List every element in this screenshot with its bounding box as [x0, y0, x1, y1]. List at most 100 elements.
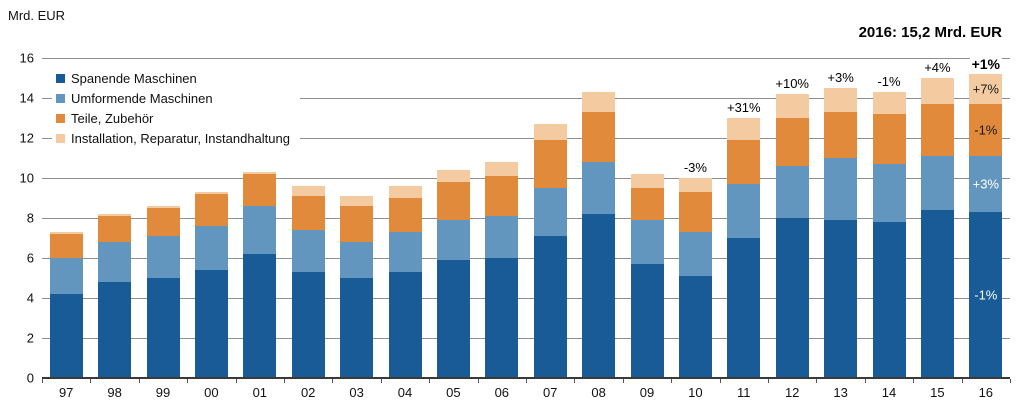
bar-01-segment-3 — [243, 174, 277, 206]
annotation-13: +3% — [827, 70, 854, 85]
bar-03-segment-4 — [340, 196, 374, 206]
bar-00-segment-1 — [194, 270, 228, 378]
bar-09-segment-1 — [630, 264, 664, 378]
x-category-label-02: 02 — [300, 385, 316, 400]
gridline-8 — [42, 218, 1010, 219]
x-axis-tick — [90, 379, 92, 383]
x-category-label-16: 16 — [978, 385, 994, 400]
bar-07 — [533, 124, 567, 378]
bar-09-segment-4 — [630, 174, 664, 188]
bar-12-segment-3 — [775, 118, 809, 166]
segment-annotation-+3%: +3% — [972, 176, 999, 192]
x-axis-tick — [429, 379, 431, 383]
x-axis-tick — [622, 379, 624, 383]
bar-14-segment-1 — [872, 222, 906, 378]
segment-annotation-+7%: +7% — [972, 81, 999, 97]
y-tick-label-16: 16 — [19, 50, 34, 66]
bar-10-segment-1 — [678, 276, 712, 378]
bar-99-segment-3 — [146, 208, 180, 236]
bar-13-segment-4 — [824, 88, 858, 112]
legend: Spanende Maschinen Umformende Maschinen Te… — [52, 66, 300, 150]
bar-05-segment-1 — [436, 260, 470, 378]
gridline-10 — [42, 178, 1010, 179]
bar-16-segment-1 — [969, 212, 1003, 378]
bar-03-segment-3 — [340, 206, 374, 242]
bar-06-segment-2 — [485, 216, 519, 258]
y-tick-label-2: 2 — [26, 330, 34, 346]
bar-05 — [436, 170, 470, 378]
bar-16 — [969, 74, 1003, 378]
bar-98-segment-4 — [98, 214, 132, 216]
x-axis-tick — [864, 379, 866, 383]
bar-98 — [98, 214, 132, 378]
bar-97-segment-3 — [49, 234, 83, 258]
bar-12 — [775, 94, 809, 378]
bar-02 — [291, 186, 325, 378]
bar-99-segment-2 — [146, 236, 180, 278]
bar-11-segment-4 — [727, 118, 761, 140]
bar-03-segment-1 — [340, 278, 374, 378]
bar-00-segment-3 — [194, 194, 228, 226]
bar-11 — [727, 118, 761, 378]
y-tick-label-10: 10 — [19, 170, 34, 186]
bar-06-segment-3 — [485, 176, 519, 216]
bar-07-segment-4 — [533, 124, 567, 140]
bar-15-segment-1 — [920, 210, 954, 378]
bar-14-segment-4 — [872, 92, 906, 114]
legend-item-4: Installation, Reparatur, Instandhaltung — [56, 128, 290, 148]
bar-08-segment-3 — [582, 112, 616, 162]
bar-07-segment-1 — [533, 236, 567, 378]
bar-01-segment-4 — [243, 172, 277, 174]
bar-02-segment-3 — [291, 196, 325, 230]
x-category-label-03: 03 — [349, 385, 364, 400]
gridline-6 — [42, 258, 1010, 259]
bar-05-segment-4 — [436, 170, 470, 182]
bar-16-segment-2 — [969, 156, 1003, 212]
x-axis-tick — [719, 379, 721, 383]
y-tick-label-14: 14 — [19, 90, 34, 106]
annotation-10: -3% — [683, 160, 707, 175]
bar-03-segment-2 — [340, 242, 374, 278]
x-axis-tick — [913, 379, 915, 383]
bar-00-segment-4 — [194, 192, 228, 194]
bar-06 — [485, 162, 519, 378]
bar-99-segment-4 — [146, 206, 180, 208]
x-category-label-00: 00 — [204, 385, 219, 400]
legend-item-1: Spanende Maschinen — [56, 68, 290, 88]
chart-headline-2016-total: 2016: 15,2 Mrd. EUR — [858, 24, 1002, 41]
bar-15 — [920, 78, 954, 378]
bar-12-segment-4 — [775, 94, 809, 118]
bar-09 — [630, 174, 664, 378]
bar-14-segment-3 — [872, 114, 906, 164]
bar-12-segment-2 — [775, 166, 809, 218]
x-axis-tick — [138, 379, 140, 383]
bar-02-segment-4 — [291, 186, 325, 196]
y-tick-label-0: 0 — [26, 370, 34, 386]
bar-04-segment-3 — [388, 198, 422, 232]
bar-97-segment-4 — [49, 232, 83, 234]
bar-16-segment-3 — [969, 104, 1003, 156]
bar-98-segment-2 — [98, 242, 132, 282]
bar-12-segment-1 — [775, 218, 809, 378]
x-axis-tick — [235, 379, 237, 383]
bar-13-segment-3 — [824, 112, 858, 158]
x-axis-tick — [671, 379, 673, 383]
segment-annotation--1%: -1% — [974, 122, 998, 138]
legend-swatch-icon — [56, 93, 65, 103]
bar-10-segment-2 — [678, 232, 712, 276]
bar-01-segment-1 — [243, 254, 277, 378]
bar-99 — [146, 206, 180, 378]
bar-15-segment-4 — [920, 78, 954, 104]
legend-item-label: Installation, Reparatur, Instandhaltung — [71, 130, 290, 146]
gridline-12 — [42, 138, 1010, 139]
x-axis-tick — [1010, 379, 1011, 383]
x-category-label-07: 07 — [542, 385, 558, 400]
gridline-2 — [42, 338, 1010, 339]
x-category-label-98: 98 — [107, 385, 122, 400]
x-category-label-06: 06 — [494, 385, 510, 400]
bar-04-segment-4 — [388, 186, 422, 198]
x-axis-tick — [187, 379, 189, 383]
bar-06-segment-1 — [485, 258, 519, 378]
bar-97-segment-2 — [49, 258, 83, 294]
bar-08 — [582, 92, 616, 378]
